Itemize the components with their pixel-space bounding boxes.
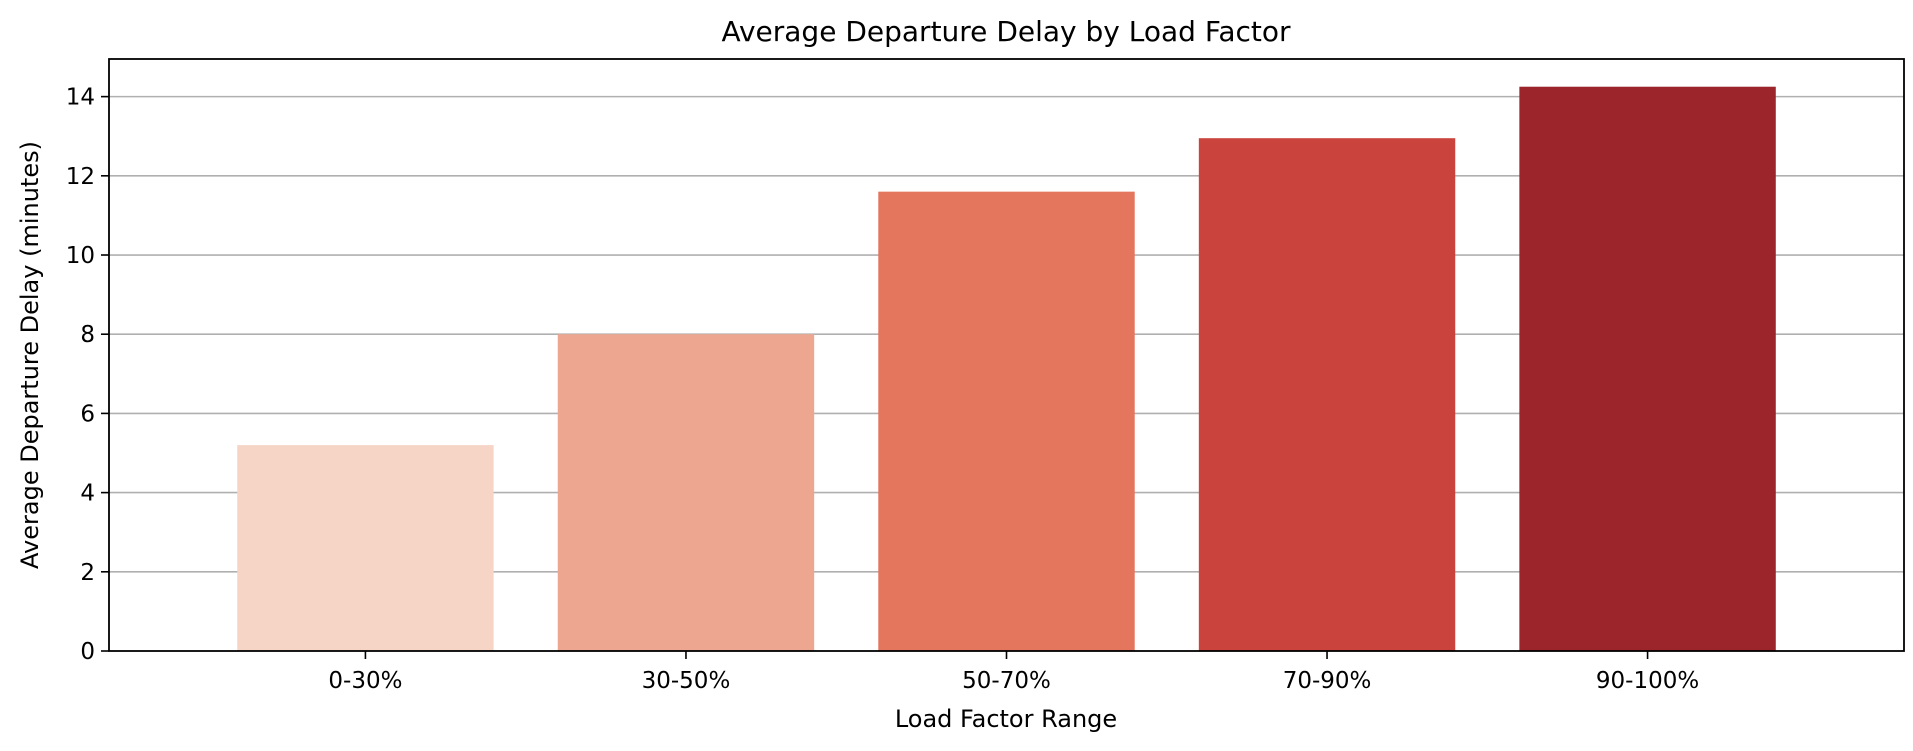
- y-axis: 0 2 4 6 8 10 12 14: [66, 85, 109, 665]
- x-tick-label: 70-90%: [1283, 668, 1372, 694]
- bar-30-50%: [557, 334, 815, 651]
- bar-90-100%: [1519, 86, 1776, 652]
- x-tick-label: 50-70%: [962, 668, 1051, 694]
- x-axis: 0-30% 30-50% 50-70% 70-90% 90-100%: [328, 651, 1699, 694]
- y-tick-label: 2: [80, 560, 95, 586]
- bar-50-70%: [878, 191, 1135, 651]
- bar-0-30%: [237, 445, 494, 651]
- x-tick-label: 0-30%: [328, 668, 402, 694]
- y-tick-label: 14: [66, 85, 95, 111]
- y-tick-label: 6: [80, 401, 95, 427]
- y-tick-label: 4: [80, 481, 95, 507]
- y-tick-label: 12: [66, 164, 95, 190]
- y-tick-label: 8: [80, 322, 95, 348]
- x-tick-label: 90-100%: [1596, 668, 1699, 694]
- bar-70-90%: [1198, 138, 1456, 651]
- y-tick-label: 10: [66, 243, 95, 269]
- y-tick-label: 0: [80, 639, 95, 665]
- x-tick-label: 30-50%: [642, 668, 731, 694]
- y-axis-label: Average Departure Delay (minutes): [16, 141, 44, 569]
- chart-title: Average Departure Delay by Load Factor: [721, 15, 1291, 48]
- x-axis-label: Load Factor Range: [895, 705, 1117, 733]
- bars: [237, 86, 1776, 652]
